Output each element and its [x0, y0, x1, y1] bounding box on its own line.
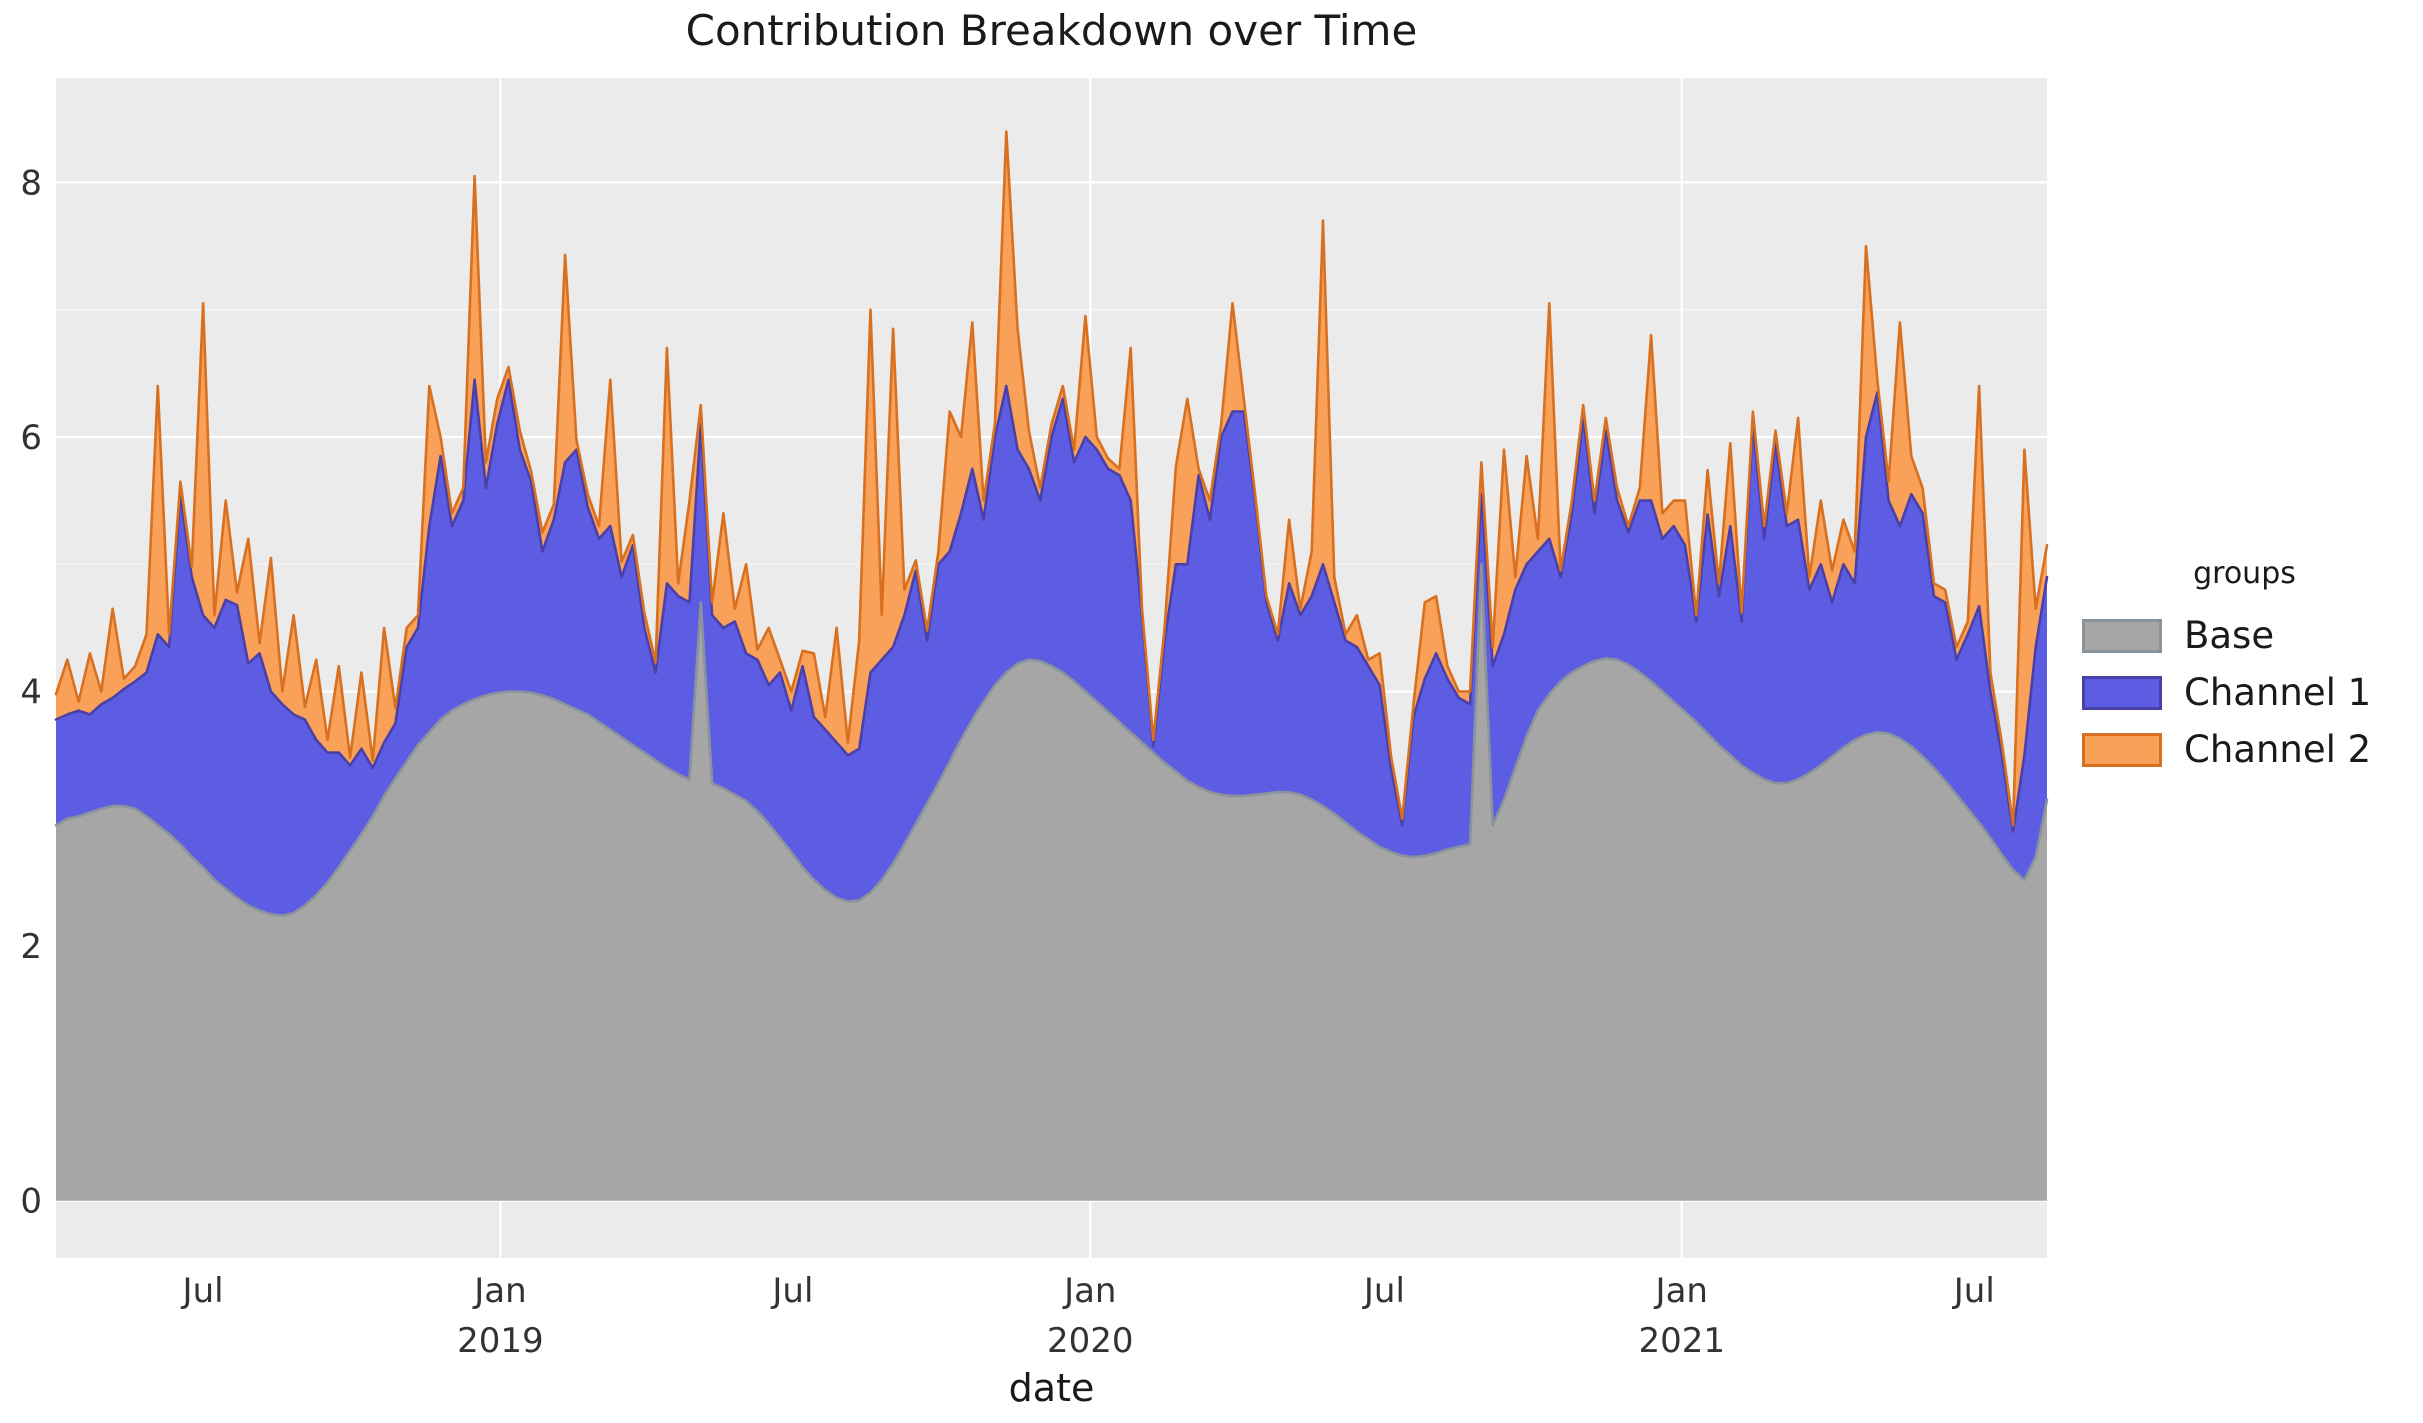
y-tick-label-4: 4 — [20, 673, 42, 713]
legend-swatch-base — [2082, 618, 2162, 653]
x-tick-label-2018-07-01: Jul — [181, 1271, 224, 1311]
legend-label-channel-1: Channel 1 — [2184, 671, 2372, 714]
x-tick-label-2019-07-01: Jul — [770, 1271, 813, 1311]
legend-label-base: Base — [2184, 614, 2275, 657]
area-base — [56, 564, 2047, 1201]
x-tick-year-2019: 2019 — [457, 1321, 544, 1361]
chart-title: Contribution Breakdown over Time — [685, 6, 1418, 55]
x-tick-label-2021-01-01: Jan — [1654, 1271, 1708, 1311]
y-tick-label-6: 6 — [20, 418, 42, 458]
legend-label-channel-2: Channel 2 — [2184, 728, 2372, 771]
y-tick-label-8: 8 — [20, 163, 42, 203]
y-tick-label-0: 0 — [20, 1182, 42, 1222]
x-tick-label-2020-07-01: Jul — [1362, 1271, 1405, 1311]
x-tick-label-2021-07-01: Jul — [1952, 1271, 1995, 1311]
x-tick-label-2019-01-01: Jan — [472, 1271, 526, 1311]
legend: groups Base Channel 1 Channel 2 — [2072, 556, 2417, 778]
area-channel-1 — [56, 379, 2047, 916]
legend-entry-channel-2: Channel 2 — [2072, 721, 2417, 778]
x-tick-label-2020-01-01: Jan — [1062, 1271, 1116, 1311]
line-channel-1 — [54, 378, 2049, 833]
legend-swatch-channel-1 — [2082, 675, 2162, 710]
line-channel-2 — [54, 130, 2049, 827]
legend-entry-base: Base — [2072, 607, 2417, 664]
legend-title: groups — [2193, 556, 2296, 591]
x-axis-title: date — [1008, 1366, 1095, 1410]
x-tick-year-2020: 2020 — [1047, 1321, 1134, 1361]
legend-swatch-channel-2 — [2082, 732, 2162, 767]
y-tick-label-2: 2 — [20, 927, 42, 967]
line-base — [54, 563, 2049, 917]
x-tick-year-2021: 2021 — [1639, 1321, 1726, 1361]
legend-entry-channel-1: Channel 1 — [2072, 664, 2417, 721]
